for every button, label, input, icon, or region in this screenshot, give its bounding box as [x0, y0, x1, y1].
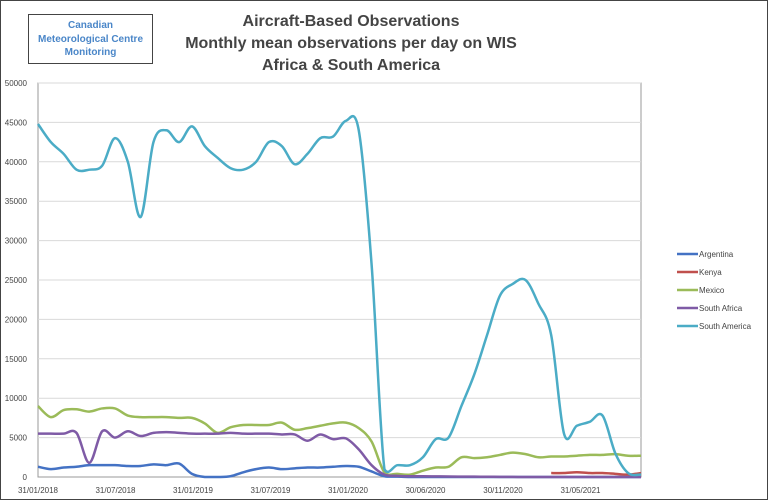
- series-line-south-africa: [38, 429, 641, 479]
- y-tick-label: 25000: [5, 276, 28, 285]
- x-tick-label: 31/07/2019: [250, 486, 291, 495]
- y-tick-label: 10000: [5, 394, 28, 403]
- title-line: Monthly mean observations per day on WIS: [185, 35, 517, 52]
- y-tick-label: 35000: [5, 197, 28, 206]
- x-tick-label: 31/01/2020: [328, 486, 369, 495]
- x-tick-label: 30/11/2020: [483, 486, 523, 495]
- legend-label: South America: [699, 322, 752, 331]
- title-line: Africa & South America: [261, 57, 441, 74]
- x-tick-label: 31/07/2018: [95, 486, 136, 495]
- series-line-argentina: [37, 461, 641, 479]
- chart-title: Aircraft-Based Observations Monthly mean…: [161, 11, 541, 77]
- y-tick-label: 5000: [9, 434, 27, 443]
- y-tick-label: 20000: [5, 315, 28, 324]
- x-tick-label: 31/01/2018: [18, 486, 59, 495]
- title-line: Aircraft-Based Observations: [242, 13, 460, 30]
- logo-line: Meteorological Centre: [37, 33, 144, 45]
- y-tick-label: 30000: [5, 237, 28, 246]
- y-tick-label: 0: [23, 473, 28, 482]
- y-tick-label: 50000: [5, 79, 28, 88]
- series-line-south-america: [36, 114, 642, 477]
- series-line-mexico: [37, 405, 642, 477]
- logo-box: Canadian Meteorological Centre Monitorin…: [28, 14, 153, 64]
- x-tick-label: 30/06/2020: [405, 486, 446, 495]
- legend-label: Mexico: [699, 286, 725, 295]
- legend-label: Argentina: [699, 250, 734, 259]
- logo-line: Canadian: [67, 20, 113, 31]
- x-tick-label: 31/05/2021: [560, 486, 601, 495]
- y-tick-label: 15000: [5, 355, 28, 364]
- legend-label: South Africa: [699, 304, 743, 313]
- series-line-kenya: [551, 471, 642, 476]
- legend-label: Kenya: [699, 268, 722, 277]
- logo-line: Monitoring: [64, 47, 117, 58]
- y-tick-label: 40000: [5, 158, 28, 167]
- x-tick-label: 31/01/2019: [173, 486, 214, 495]
- y-tick-label: 45000: [5, 118, 28, 127]
